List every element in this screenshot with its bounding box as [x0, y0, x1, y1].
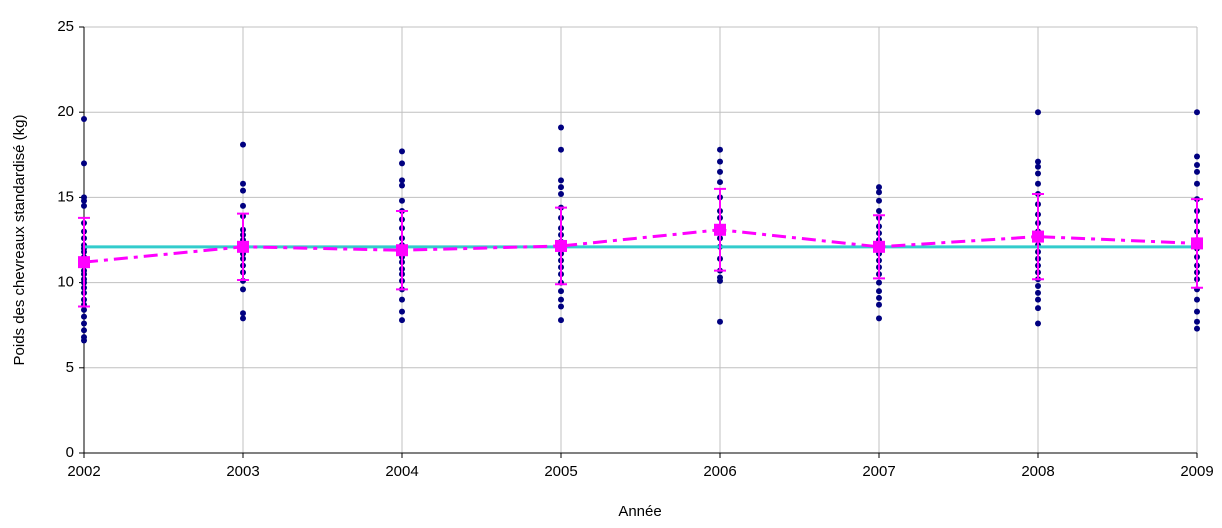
x-tick-label: 2006 [703, 463, 736, 480]
data-point [399, 148, 405, 155]
data-point [1035, 163, 1041, 170]
mean-marker [1032, 230, 1044, 243]
x-tick-label: 2007 [862, 463, 895, 480]
data-point [1194, 168, 1200, 175]
data-point [240, 286, 246, 293]
data-point [558, 177, 564, 184]
data-point [240, 202, 246, 209]
data-point [81, 337, 87, 344]
data-point [1035, 283, 1041, 290]
data-point [81, 313, 87, 320]
data-point [717, 318, 723, 325]
data-point [1194, 318, 1200, 325]
data-point [558, 124, 564, 131]
mean-marker [237, 240, 249, 253]
data-point [1194, 296, 1200, 303]
y-tick-label: 10 [57, 274, 74, 291]
data-point [876, 208, 882, 215]
data-point [399, 308, 405, 315]
data-point [1035, 109, 1041, 116]
data-point [717, 146, 723, 153]
mean-marker [714, 223, 726, 236]
data-point [1035, 170, 1041, 177]
data-point [876, 279, 882, 286]
data-point [240, 315, 246, 322]
data-point [240, 141, 246, 148]
data-point [558, 288, 564, 295]
y-tick-label: 0 [66, 444, 74, 461]
data-point [399, 197, 405, 204]
data-point [558, 303, 564, 310]
x-tick-label: 2005 [544, 463, 577, 480]
data-point [399, 182, 405, 189]
data-point [876, 184, 882, 191]
data-point [81, 197, 87, 204]
data-point [399, 160, 405, 167]
data-point [717, 277, 723, 284]
y-tick-label: 5 [66, 359, 74, 376]
x-tick-label: 2009 [1180, 463, 1213, 480]
data-point [876, 301, 882, 308]
x-tick-label: 2003 [226, 463, 259, 480]
data-point [717, 179, 723, 186]
y-tick-label: 25 [57, 18, 74, 35]
mean-line [83, 228, 1198, 264]
data-point [240, 187, 246, 194]
x-tick-label: 2002 [67, 463, 100, 480]
data-point [81, 160, 87, 167]
mean-marker [78, 256, 90, 269]
data-point [717, 168, 723, 175]
data-point [81, 202, 87, 209]
data-point [81, 116, 87, 123]
x-axis-title: Année [618, 503, 661, 520]
y-axis-title: Poids des chevreaux standardisé (kg) [11, 115, 28, 366]
mean-marker [555, 239, 567, 252]
data-point [240, 180, 246, 187]
x-tick-label: 2008 [1021, 463, 1054, 480]
data-point [558, 296, 564, 303]
data-point [1035, 158, 1041, 165]
data-point [1035, 180, 1041, 187]
data-point [1194, 180, 1200, 187]
data-point [399, 296, 405, 303]
data-point [876, 315, 882, 322]
y-tick-label: 15 [57, 188, 74, 205]
data-point [240, 310, 246, 317]
data-point [1194, 308, 1200, 315]
data-point [558, 190, 564, 197]
data-point [558, 317, 564, 324]
data-point [558, 184, 564, 191]
data-point [81, 320, 87, 327]
data-point [1194, 162, 1200, 169]
x-tick-label: 2004 [385, 463, 418, 480]
mean-marker [1191, 237, 1203, 250]
data-point [876, 294, 882, 301]
data-point [399, 177, 405, 184]
mean-marker [396, 244, 408, 257]
y-tick-label: 20 [57, 103, 74, 120]
data-point [876, 197, 882, 204]
data-point [1194, 109, 1200, 116]
mean-marker [873, 240, 885, 253]
data-point [558, 146, 564, 153]
data-point [717, 158, 723, 165]
data-point [1035, 305, 1041, 312]
data-point [1194, 153, 1200, 160]
data-point [1035, 320, 1041, 327]
data-point [1035, 289, 1041, 296]
data-point [876, 189, 882, 196]
data-point [1035, 296, 1041, 303]
data-point [876, 288, 882, 295]
data-point [81, 327, 87, 334]
data-point [1194, 325, 1200, 332]
data-point [81, 306, 87, 313]
data-point [399, 317, 405, 324]
